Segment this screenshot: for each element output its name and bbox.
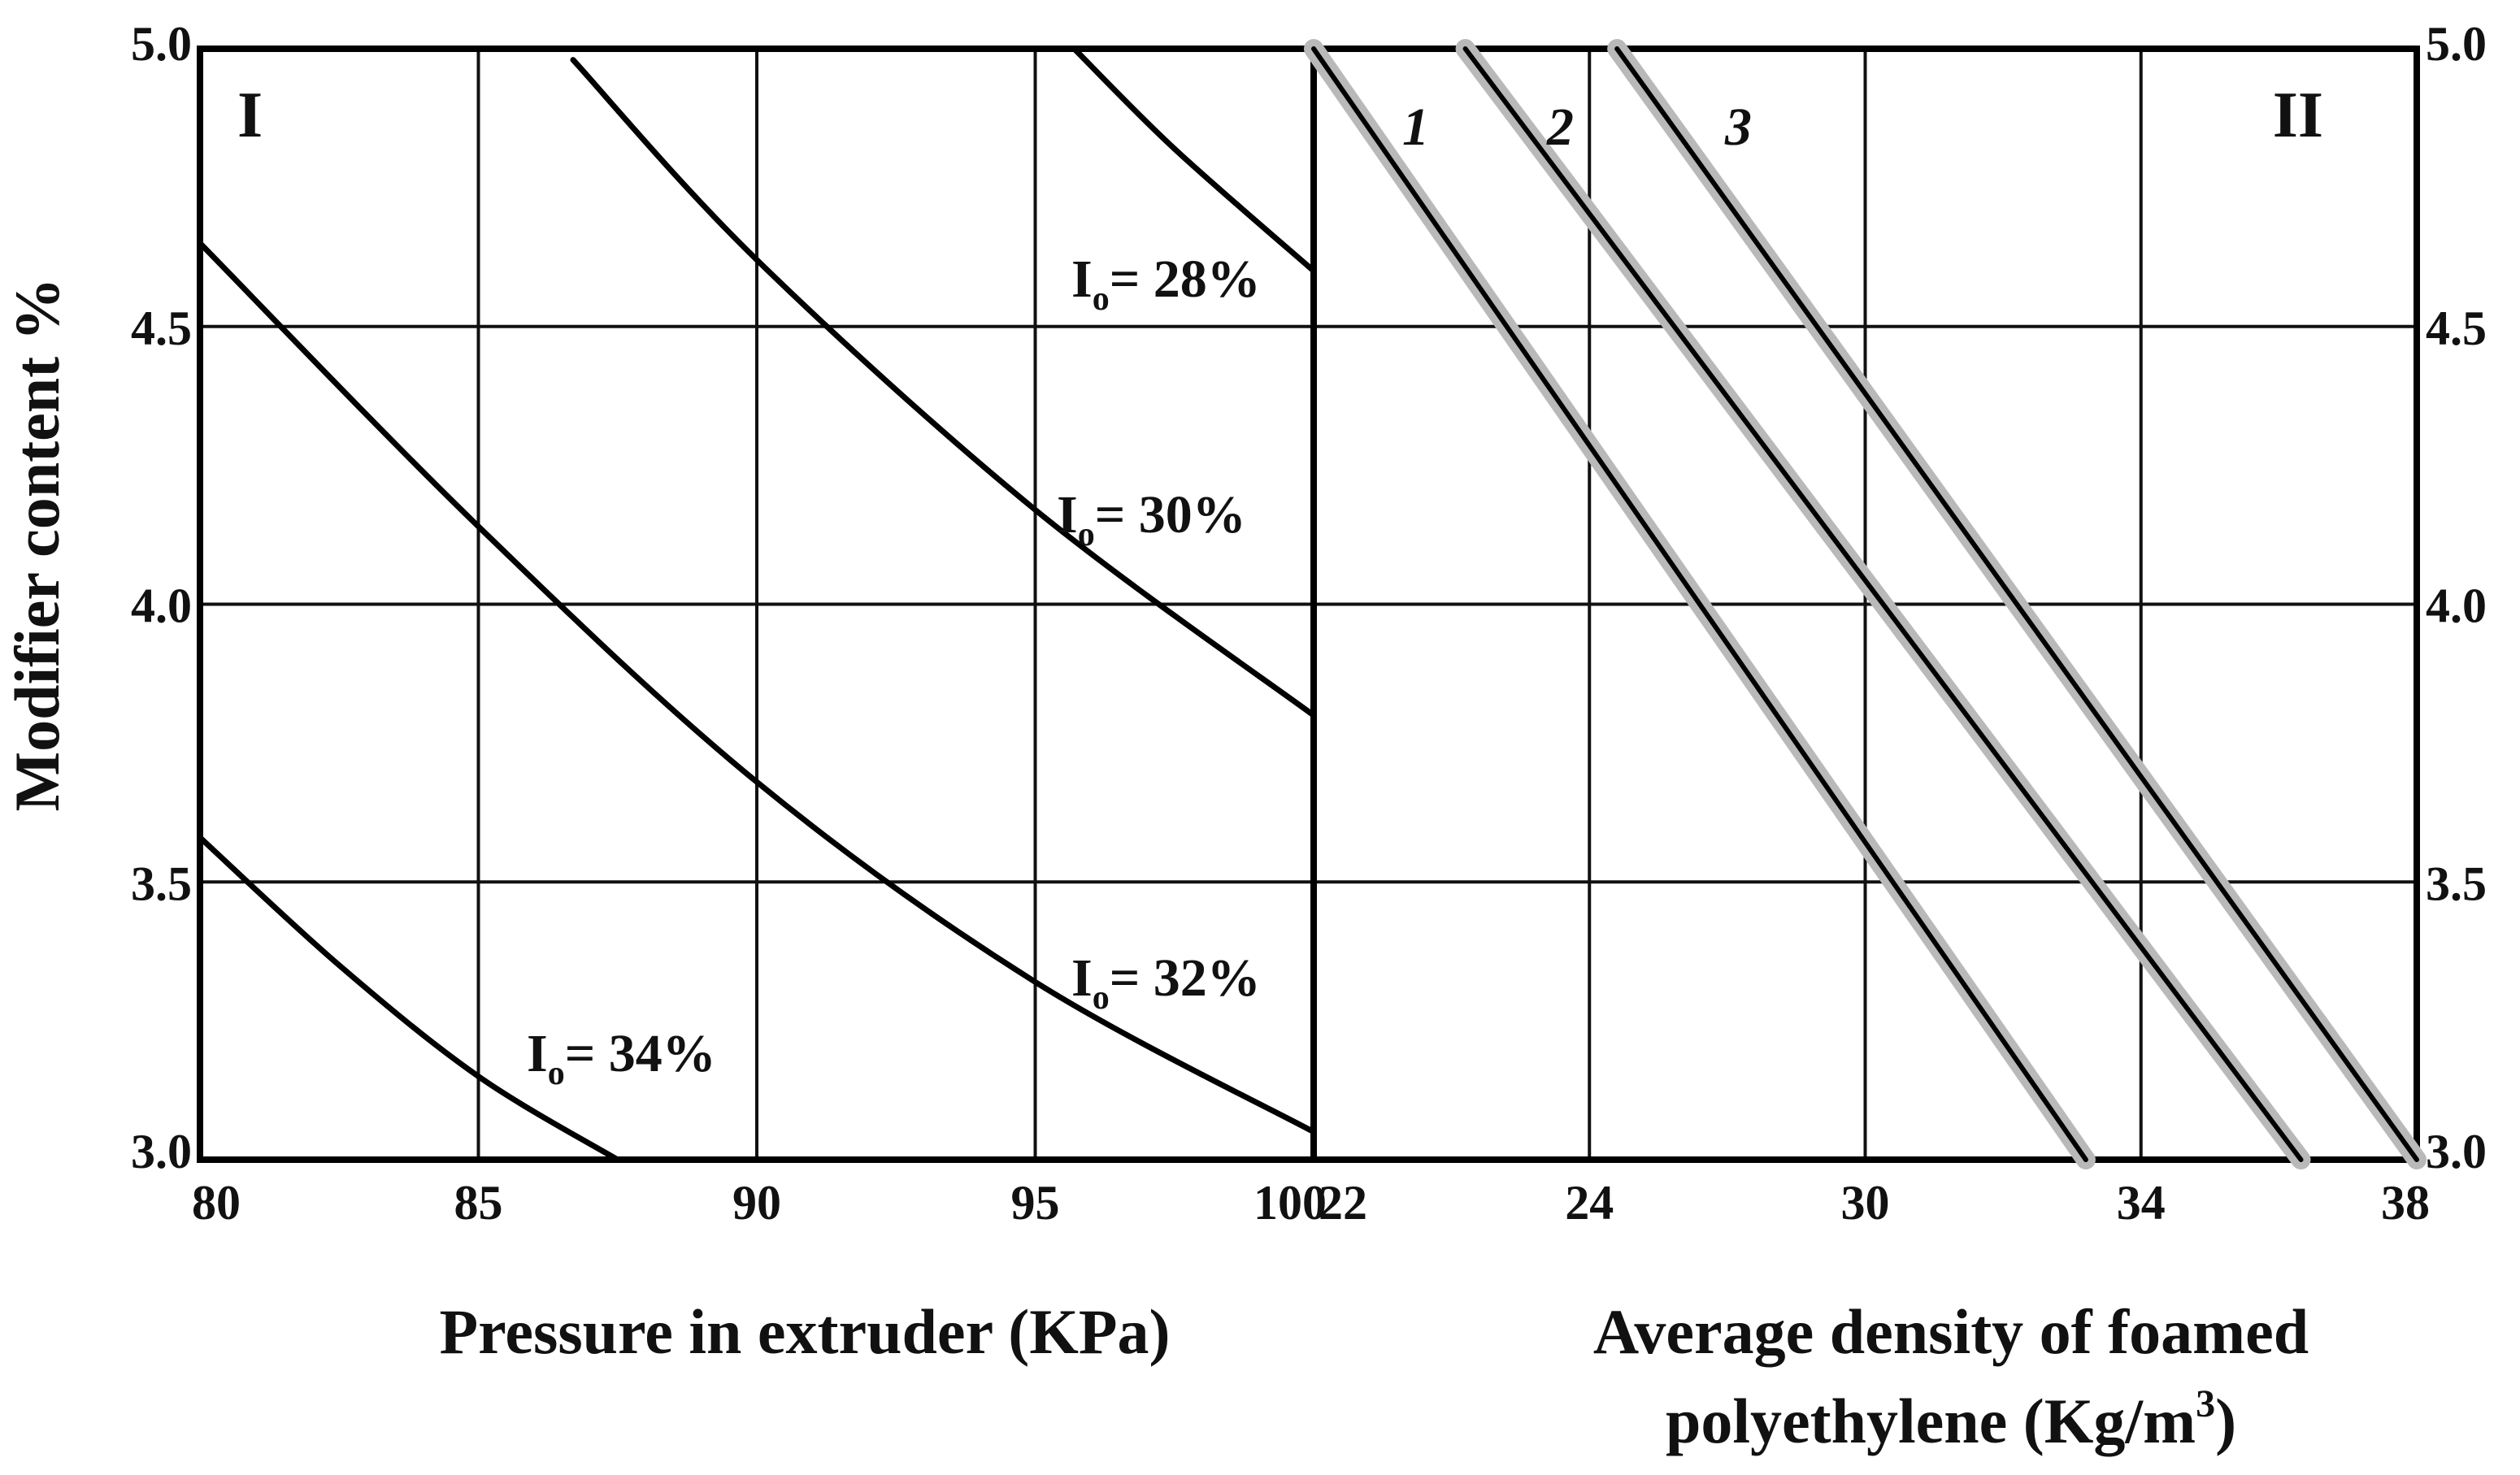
panel-II-x-tick-38: 38 <box>2381 1176 2430 1230</box>
panel-I-annotation-io-32: Io= 32% <box>1071 948 1261 1017</box>
panel-I-x-tick-95: 95 <box>1011 1176 1060 1230</box>
panel-II: II 1 2 3 22 24 30 34 38 3.0 3.5 4.0 4.5 5.0 Averag… <box>1304 17 2487 1456</box>
panel-II-y-tick-4-0: 4.0 <box>2426 579 2487 633</box>
panel-I-y-ticks: 3.0 3.5 4.0 4.5 5.0 <box>131 17 192 1178</box>
panel-I-y-tick-4-0: 4.0 <box>131 579 192 633</box>
panel-II-x-tick-22: 22 <box>1319 1176 1367 1230</box>
panel-II-line-label-2: 2 <box>1546 98 1574 157</box>
panel-II-x-tick-30: 30 <box>1841 1176 1890 1230</box>
annotation-value: = 30% <box>1095 485 1246 544</box>
panel-I-y-tick-5-0: 5.0 <box>131 17 192 71</box>
panel-I-curves <box>197 46 1317 1163</box>
panel-I-x-ticks: 80 85 90 95 100 <box>192 1176 1327 1230</box>
panel-I-annotations: Io= 28%Io= 30%Io= 32%Io= 34% <box>527 249 1261 1092</box>
panel-II-line-1 <box>1311 46 2088 1162</box>
annotation-subscript: o <box>1093 280 1110 318</box>
panel-II-line-2 <box>1462 46 2304 1162</box>
panel-I-x-tick-80: 80 <box>192 1176 241 1230</box>
panel-II-x-tick-34: 34 <box>2117 1176 2166 1230</box>
annotation-symbol: I <box>1071 948 1093 1008</box>
panel-II-y-tick-3-5: 3.5 <box>2426 857 2487 910</box>
panel-I-y-tick-4-5: 4.5 <box>131 302 192 355</box>
panel-I-curve-io-32 <box>197 240 1317 1135</box>
annotation-value: = 34% <box>565 1024 716 1083</box>
annotation-value: = 32% <box>1110 948 1261 1008</box>
annotation-symbol: I <box>1071 249 1093 309</box>
panel-II-lines: 1 2 3 <box>1304 39 2427 1169</box>
panel-I-curve-io-28 <box>1071 46 1317 274</box>
panel-I-y-tick-3-5: 3.5 <box>131 857 192 910</box>
panel-I-annotation-io-30: Io= 30% <box>1057 485 1246 553</box>
panel-II-line-3 <box>1614 46 2419 1162</box>
annotation-symbol: I <box>1057 485 1078 544</box>
panel-I-x-tick-100: 100 <box>1253 1176 1327 1230</box>
annotation-value: = 28% <box>1110 249 1261 309</box>
x-axis-label-end: ) <box>2215 1386 2236 1456</box>
panel-II-y-tick-3-0: 3.0 <box>2426 1125 2487 1178</box>
panel-I-annotation-io-34: Io= 34% <box>527 1024 716 1092</box>
panel-II-frame <box>1310 46 2420 1163</box>
panel-II-line-label-3: 3 <box>1724 98 1752 157</box>
panel-II-line-label-1: 1 <box>1402 98 1429 157</box>
panel-I-annotation-io-28: Io= 28% <box>1071 249 1261 318</box>
panel-II-y-ticks: 3.0 3.5 4.0 4.5 5.0 <box>2426 17 2487 1178</box>
panel-I-label: I <box>237 80 263 151</box>
panel-II-x-axis-label-line2: polyethylene (Kg/m3) <box>1666 1382 2236 1456</box>
x-axis-label-superscript: 3 <box>2196 1382 2215 1425</box>
panel-I-y-tick-3-0: 3.0 <box>131 1125 192 1178</box>
annotation-subscript: o <box>548 1055 565 1092</box>
panel-II-x-ticks: 22 24 30 34 38 <box>1319 1176 2430 1230</box>
panel-I-x-tick-85: 85 <box>454 1176 503 1230</box>
panel-I-curve-io-30 <box>570 57 1317 718</box>
annotation-symbol: I <box>527 1024 548 1083</box>
panel-I-curve-io-34 <box>197 835 621 1163</box>
x-axis-label-base: polyethylene (Kg/m <box>1666 1386 2196 1456</box>
annotation-subscript: o <box>1078 516 1095 553</box>
panel-I-x-axis-label: Pressure in extruder (KPa) <box>439 1296 1170 1367</box>
panel-I: I Io= 28%Io= 30%Io= 32%Io= 34% 80 85 90 95 1… <box>131 17 1327 1367</box>
panel-II-grid <box>1314 47 2417 1161</box>
panel-II-y-tick-4-5: 4.5 <box>2426 302 2487 355</box>
panel-II-label: II <box>2273 80 2323 151</box>
panel-II-x-axis-label-line1: Average density of foamed <box>1593 1296 2309 1367</box>
panel-II-y-tick-5-0: 5.0 <box>2426 17 2487 71</box>
y-axis-label: Modifier content % <box>2 277 72 811</box>
panel-II-x-tick-24: 24 <box>1565 1176 1614 1230</box>
annotation-subscript: o <box>1093 979 1110 1017</box>
panel-I-x-tick-90: 90 <box>732 1176 781 1230</box>
